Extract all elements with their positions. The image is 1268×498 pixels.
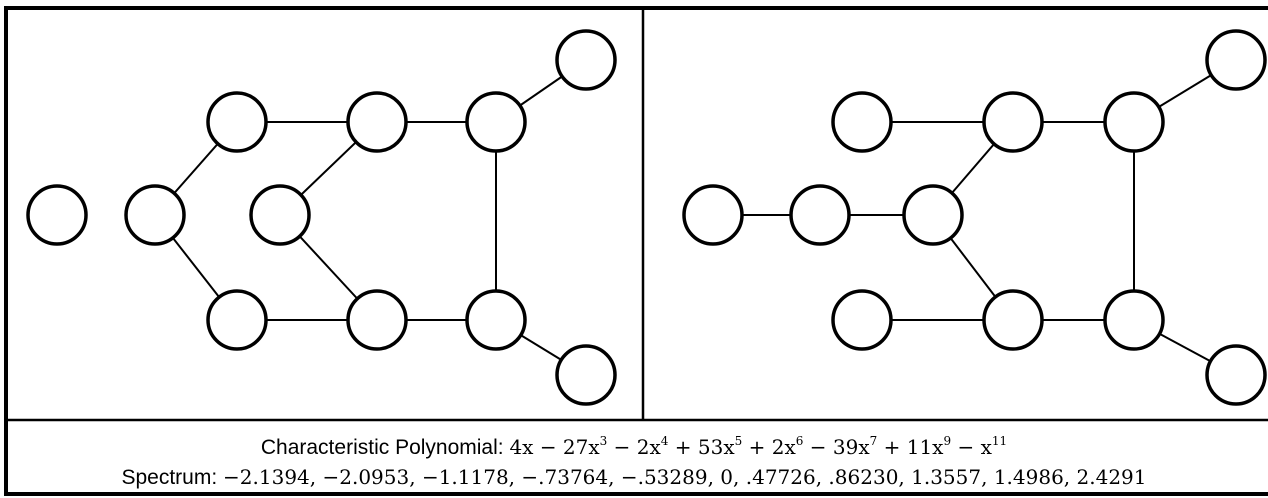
polynomial-exponent: 7 — [869, 434, 878, 448]
polynomial-term: + 2x — [742, 435, 796, 459]
polynomial-expression: 4x − 27x3 − 2x4 + 53x5 + 2x6 − 39x7 + 11… — [509, 435, 1007, 459]
left-graph-vertex — [249, 184, 311, 246]
polynomial-exponent: 6 — [795, 434, 804, 448]
left-graph-vertex — [346, 91, 408, 153]
right-graph-vertex — [1205, 29, 1267, 91]
left-graph-vertex — [555, 29, 617, 91]
outer-frame — [4, 6, 1268, 496]
right-graph-vertex — [682, 184, 744, 246]
polynomial-caption: Characteristic Polynomial: 4x − 27x3 − 2… — [0, 432, 1268, 463]
left-graph-vertex — [206, 91, 268, 153]
polynomial-exponent: 11 — [991, 434, 1008, 448]
left-graph-vertex — [465, 91, 527, 153]
left-graph-vertex — [26, 184, 88, 246]
spectrum-values: −2.1394, −2.0953, −1.1178, −.73764, −.53… — [223, 465, 1147, 489]
right-graph-vertex — [902, 184, 964, 246]
polynomial-exponent: 3 — [599, 434, 608, 448]
polynomial-exponent: 9 — [943, 434, 952, 448]
right-graph-vertex — [1103, 91, 1165, 153]
polynomial-term: + 11x — [877, 435, 944, 459]
right-graph-vertex — [831, 289, 893, 351]
left-graph-vertex — [555, 344, 617, 406]
spectrum-label: Spectrum: — [121, 466, 224, 489]
right-graph-vertex — [982, 91, 1044, 153]
polynomial-term: − x — [951, 435, 992, 459]
polynomial-term: 4x − 27x — [509, 435, 600, 459]
left-graph-vertex — [346, 289, 408, 351]
right-graph-vertex — [1205, 344, 1267, 406]
left-graph-vertex — [465, 289, 527, 351]
right-graph-vertex — [789, 184, 851, 246]
polynomial-term: − 39x — [803, 435, 870, 459]
right-graph — [682, 29, 1267, 406]
left-graph — [26, 29, 617, 406]
polynomial-exponent: 4 — [660, 434, 669, 448]
polynomial-exponent: 5 — [734, 434, 743, 448]
left-graph-vertex — [124, 184, 186, 246]
polynomial-term: + 53x — [668, 435, 735, 459]
spectrum-caption: Spectrum: −2.1394, −2.0953, −1.1178, −.7… — [0, 462, 1268, 493]
left-graph-vertex — [206, 289, 268, 351]
polynomial-term: − 2x — [607, 435, 661, 459]
right-graph-vertex — [831, 91, 893, 153]
polynomial-label: Characteristic Polynomial: — [260, 436, 510, 459]
right-graph-vertex — [982, 289, 1044, 351]
right-graph-vertex — [1103, 289, 1165, 351]
